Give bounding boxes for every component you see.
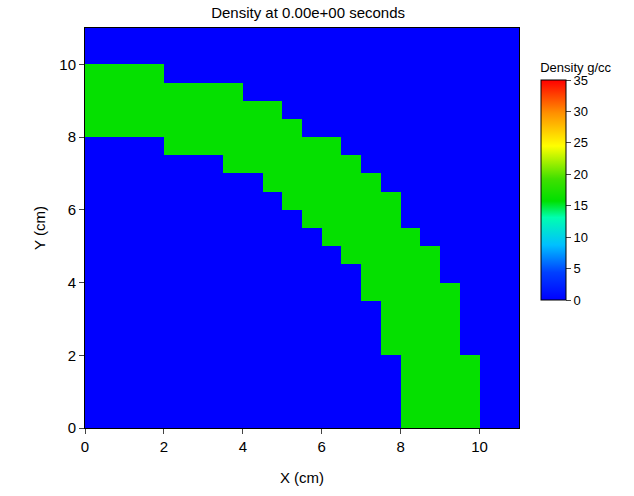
svg-text:Density g/cc: Density g/cc [540,60,611,75]
svg-text:2: 2 [160,438,168,455]
svg-text:8: 8 [396,438,404,455]
svg-text:20: 20 [574,167,588,182]
svg-text:Y (cm): Y (cm) [31,206,48,250]
svg-text:10: 10 [574,230,588,245]
svg-text:X (cm): X (cm) [280,469,324,486]
svg-text:35: 35 [574,73,588,88]
svg-text:Density at 0.00e+00 seconds: Density at 0.00e+00 seconds [211,4,405,21]
svg-text:5: 5 [574,261,581,276]
svg-text:2: 2 [68,347,76,364]
svg-text:4: 4 [68,274,76,291]
svg-text:6: 6 [318,438,326,455]
svg-text:0: 0 [68,419,76,436]
svg-text:8: 8 [68,128,76,145]
svg-text:10: 10 [59,56,76,73]
svg-text:4: 4 [239,438,247,455]
svg-text:6: 6 [68,201,76,218]
svg-text:0: 0 [574,293,581,308]
svg-text:30: 30 [574,104,588,119]
svg-text:15: 15 [574,198,588,213]
svg-text:25: 25 [574,135,588,150]
svg-text:0: 0 [81,438,89,455]
svg-text:10: 10 [471,438,488,455]
